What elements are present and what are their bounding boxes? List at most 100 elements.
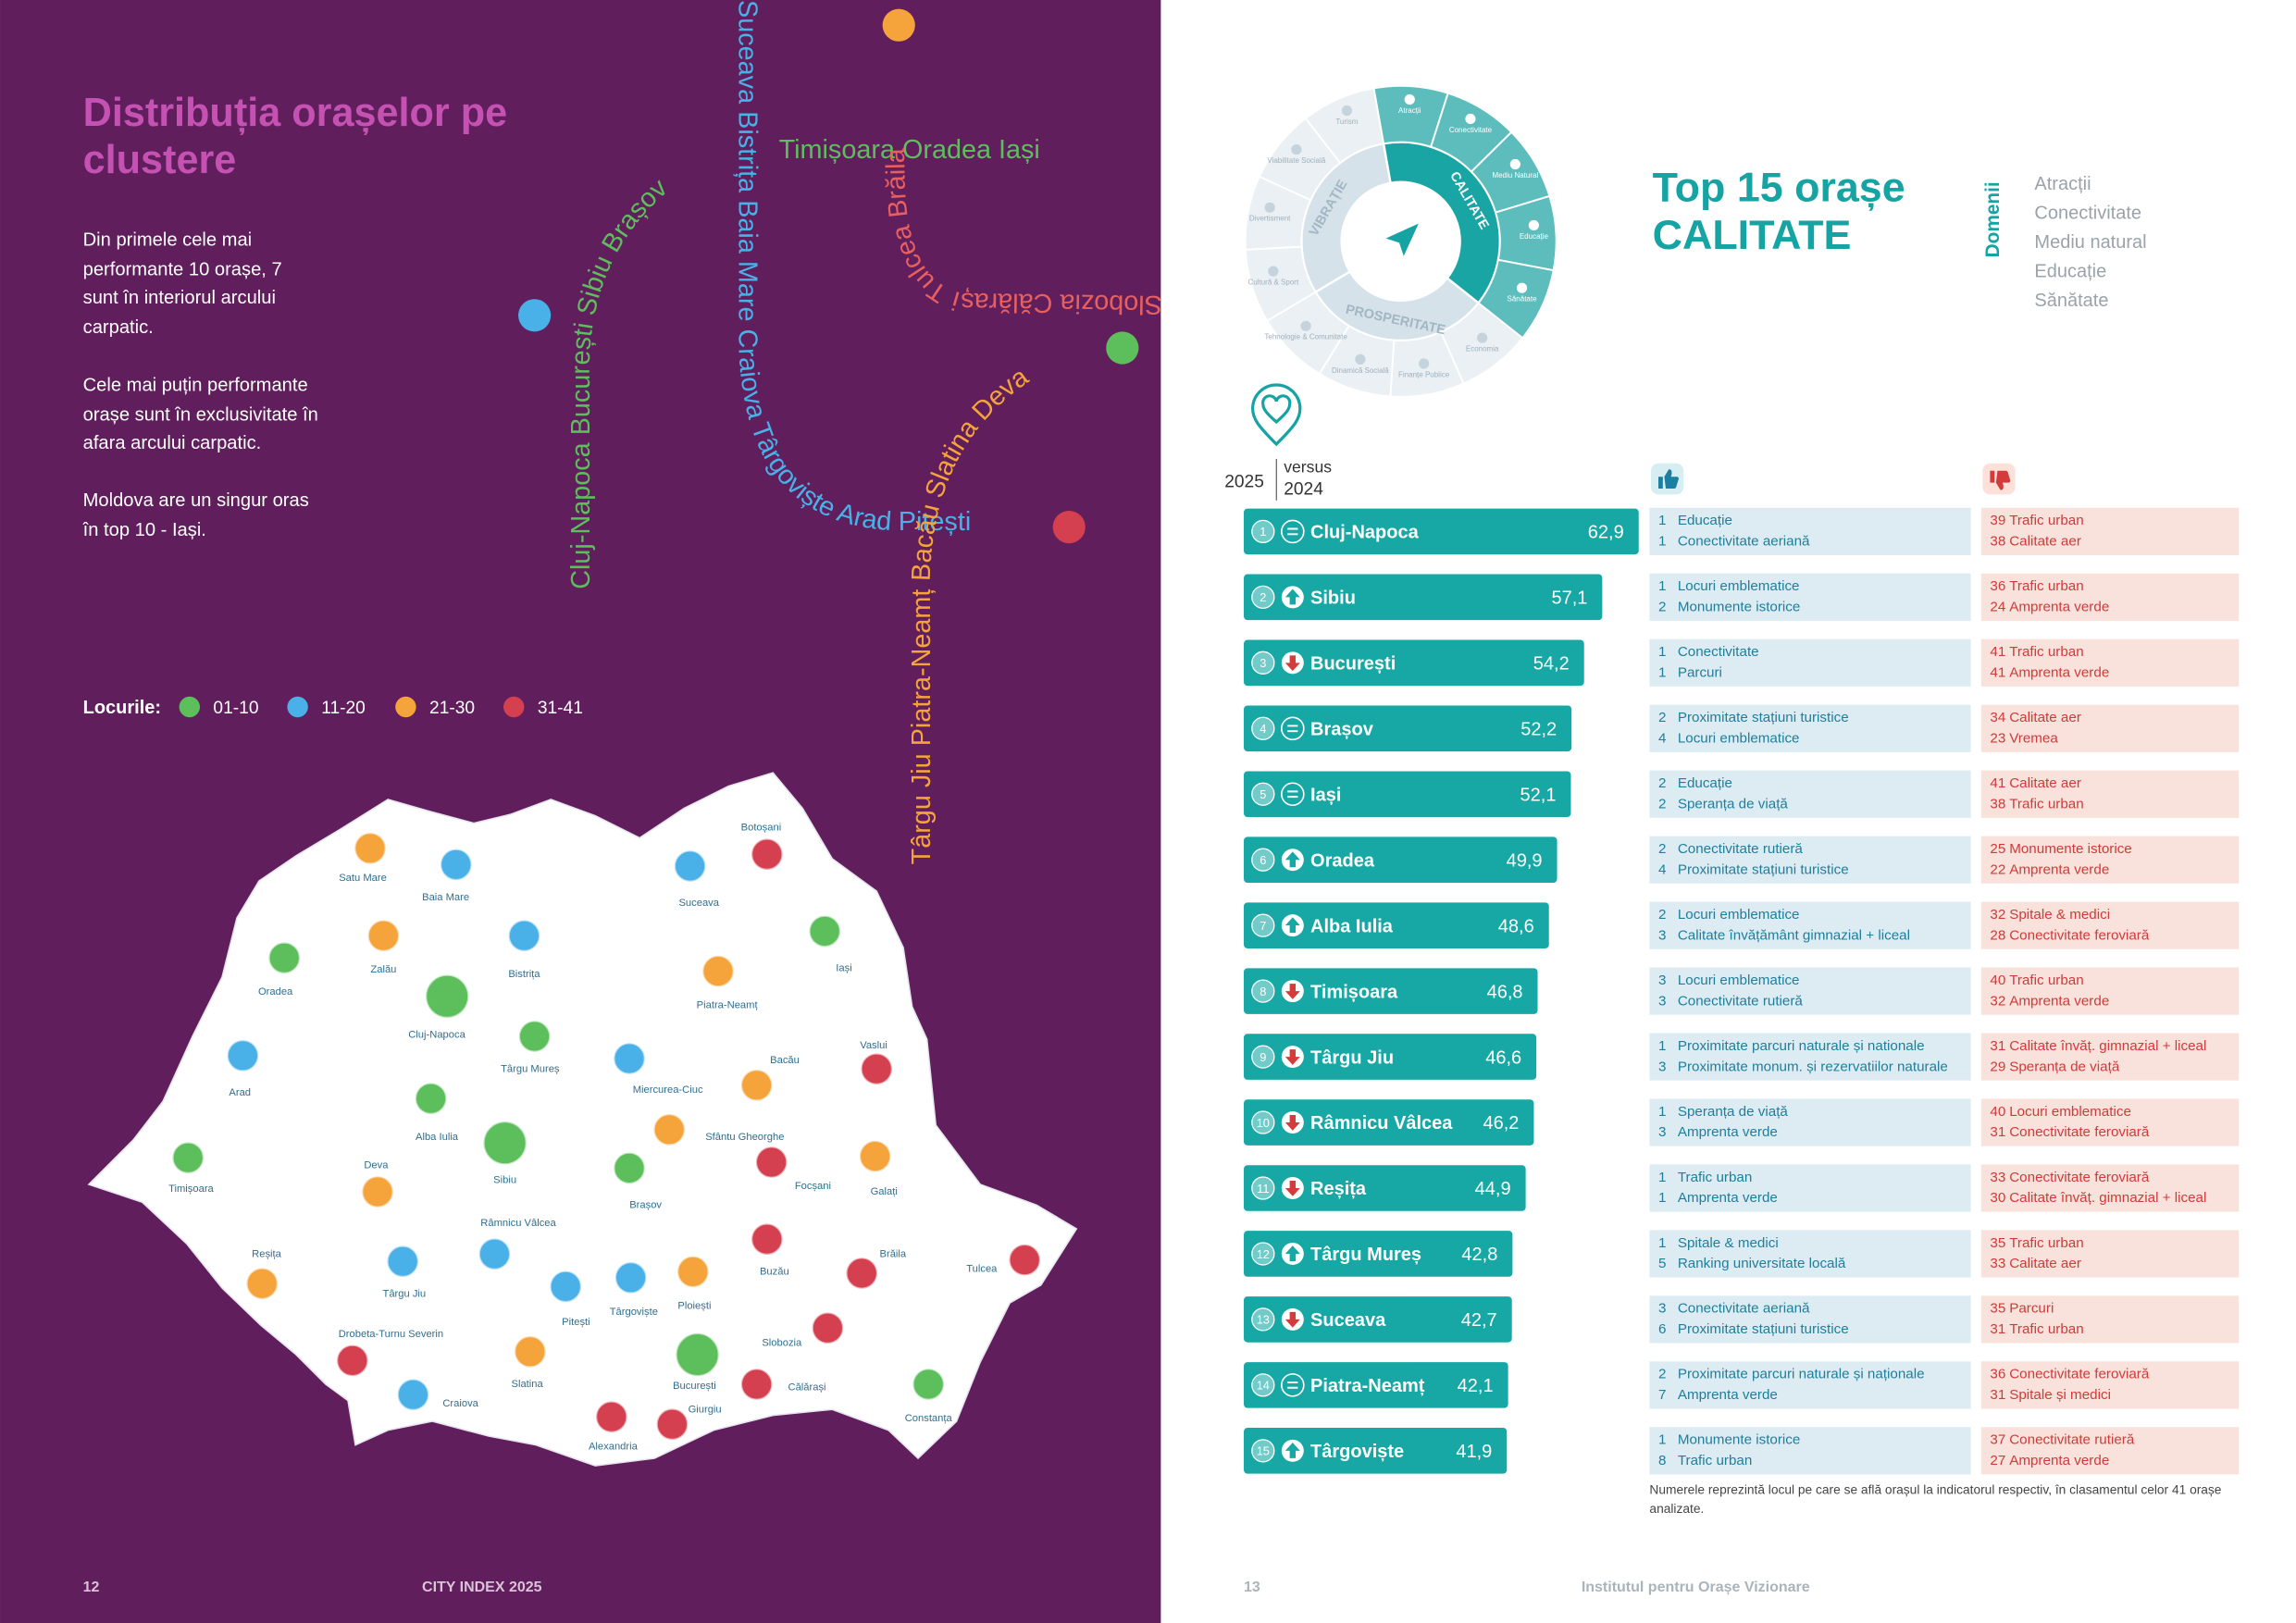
item-rank: 36	[1990, 578, 2005, 594]
item-rank: 1	[1658, 1038, 1666, 1054]
item-label: Calitate învățământ gimnazial + liceal	[1678, 927, 1910, 943]
strengths-box	[1649, 1164, 1971, 1212]
city-dot	[439, 848, 473, 882]
item-rank: 6	[1658, 1321, 1666, 1337]
item-label: Educație	[1678, 775, 1732, 791]
domain-icon	[1300, 320, 1311, 331]
item-label: Trafic urban	[2009, 578, 2083, 594]
city: Târgoviște	[1310, 1442, 1404, 1462]
city-label: Zalău	[370, 964, 396, 975]
item-label: Speranța de viață	[1678, 1104, 1789, 1120]
city-dot	[513, 1334, 547, 1369]
item-label: Trafic urban	[2009, 1321, 2083, 1337]
item-label: Conectivitate aeriană	[1678, 534, 1810, 550]
city: Oradea	[1310, 850, 1375, 871]
trend-same	[1281, 1373, 1305, 1397]
item-rank: 1	[1658, 578, 1666, 594]
item-rank: 38	[1990, 534, 2005, 550]
right-title: CALITATE	[1653, 212, 1852, 258]
domain-item: Conectivitate	[2034, 203, 2141, 223]
city-label: Craiova	[442, 1398, 478, 1409]
trend-arrow	[1285, 984, 1300, 999]
right-title: Top 15 orașe	[1653, 165, 1905, 211]
city-dot	[549, 1270, 583, 1304]
item-label: Locuri emblematice	[1678, 730, 1800, 746]
paragraph: Moldova are un singur oras în top 10 - I…	[82, 490, 309, 540]
weaknesses-box	[1980, 1427, 2240, 1475]
weaknesses-box	[1980, 1361, 2240, 1409]
strengths-box	[1649, 507, 1971, 555]
score: 57,1	[1551, 588, 1587, 609]
item-label: Calitate învăț. gimnazial + liceal	[2009, 1038, 2206, 1054]
city-label: Alexandria	[589, 1441, 639, 1452]
city-dot	[335, 1344, 369, 1378]
item-label: Trafic urban	[2009, 513, 2083, 528]
score: 41,9	[1456, 1442, 1492, 1462]
item-label: Conectivitate rutieră	[2009, 1432, 2135, 1448]
rank-badge	[1251, 848, 1275, 872]
item-rank: 3	[1658, 1301, 1666, 1317]
city-label: Pitești	[562, 1317, 590, 1328]
city-dot	[655, 1407, 689, 1442]
strengths-box	[1649, 573, 1971, 621]
city-dot	[613, 1042, 647, 1075]
city-label: Vaslui	[860, 1040, 887, 1051]
city: București	[1310, 654, 1396, 675]
domain-label: Cultură & Sport	[1248, 279, 1299, 287]
city-dot	[652, 1112, 687, 1146]
item-rank: 29	[1990, 1059, 2005, 1074]
item-rank: 4	[1658, 730, 1666, 746]
item-rank: 31	[1990, 1321, 2005, 1337]
trend-same	[1281, 782, 1305, 807]
score: 46,6	[1485, 1047, 1521, 1068]
city-dot	[808, 914, 842, 948]
city-dot	[811, 1311, 845, 1345]
domain-label: Finanțe Publice	[1398, 370, 1450, 378]
domain-label: Viabilitate Socială	[1267, 156, 1326, 165]
item-rank: 40	[1990, 1104, 2005, 1120]
item-rank: 35	[1990, 1235, 2005, 1251]
strengths-box	[1649, 770, 1971, 818]
rank: 6	[1260, 853, 1266, 867]
item-label: Parcuri	[1678, 665, 1722, 681]
item-rank: 3	[1658, 1059, 1666, 1074]
domain-icon	[1291, 144, 1302, 155]
city-label: București	[673, 1381, 716, 1392]
score-bar	[1244, 902, 1549, 948]
item-label: Conectivitate feroviară	[2009, 927, 2150, 943]
city: Râmnicu Vâlcea	[1310, 1113, 1453, 1134]
city-dot	[267, 941, 302, 975]
score-bar	[1244, 1099, 1534, 1146]
item-label: Locuri emblematice	[1678, 578, 1800, 594]
footer: CITY INDEX 2025	[422, 1580, 542, 1595]
item-label: Trafic urban	[1678, 1170, 1752, 1185]
city-label: Alba Iulia	[416, 1132, 459, 1143]
legend-label: 31-41	[538, 699, 583, 718]
city-dot	[396, 1378, 430, 1412]
item-rank: 41	[1990, 665, 2005, 681]
city-dot	[845, 1257, 879, 1290]
item-label: Calitate aer	[2009, 534, 2081, 550]
paragraph: Cele mai puțin performante orașe sunt în…	[82, 374, 318, 453]
domain-label: Mediu Natural	[1492, 171, 1538, 180]
rank-badge	[1251, 650, 1275, 675]
domain-segment	[1304, 87, 1385, 165]
item-label: Amprenta verde	[2009, 861, 2109, 877]
item-label: Conectivitate feroviară	[2009, 1170, 2150, 1185]
city-dot	[750, 1222, 784, 1257]
score: 46,8	[1487, 982, 1523, 1002]
item-label: Spitale și medici	[2009, 1387, 2111, 1403]
city-dot	[701, 954, 736, 988]
item-rank: 1	[1658, 1170, 1666, 1185]
strengths-box	[1649, 1098, 1971, 1146]
item-label: Proximitate stațiuni turistice	[1678, 1321, 1849, 1337]
paragraphs: Din primele cele mai performante 10 oraș…	[83, 227, 320, 546]
city: Târgu Jiu	[1310, 1047, 1394, 1068]
city-label: Sibiu	[493, 1174, 516, 1185]
rank-badge	[1251, 1373, 1275, 1397]
score: 62,9	[1588, 523, 1624, 543]
item-label: Conectivitate	[1678, 644, 1759, 660]
city: Piatra-Neamț	[1310, 1376, 1425, 1396]
item-label: Trafic urban	[2009, 644, 2083, 660]
footnote-box: Numerele reprezintă locul pe care se afl…	[1649, 1482, 2221, 1517]
